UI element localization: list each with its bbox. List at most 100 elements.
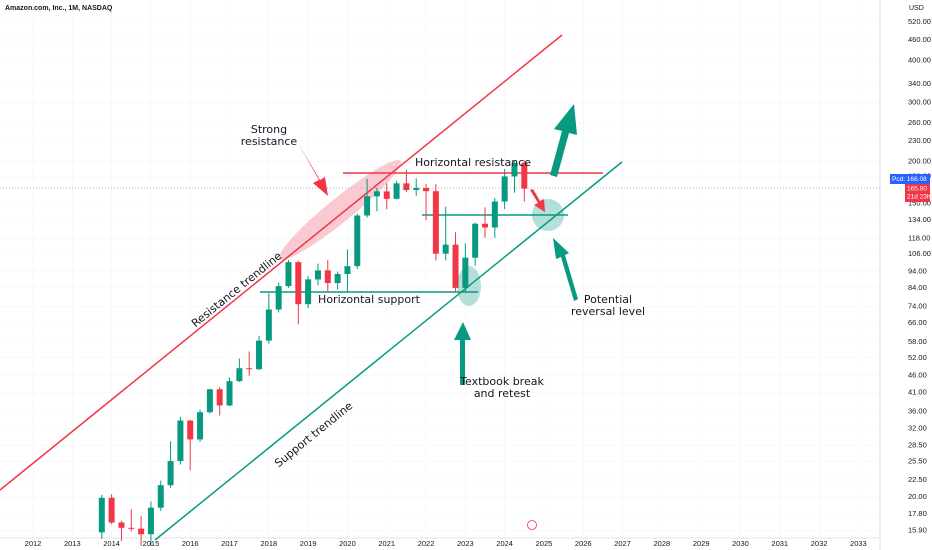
x-tick-label: 2015 — [143, 539, 160, 548]
y-tick-label: 118.00 — [908, 233, 930, 242]
x-tick-label: 2018 — [260, 539, 277, 548]
candle-body — [157, 485, 164, 508]
candle-body — [511, 162, 518, 177]
candle-body — [256, 340, 263, 370]
candle-body — [462, 257, 469, 288]
candle-body — [373, 191, 380, 197]
annotation: Horizontal support — [318, 293, 421, 306]
x-tick-label: 2033 — [850, 539, 867, 548]
candle-body — [138, 528, 145, 535]
candle-body — [452, 244, 459, 288]
x-tick-label: 2022 — [418, 539, 435, 548]
arrow — [298, 143, 328, 196]
candle-body — [206, 389, 213, 413]
candle-body — [432, 191, 439, 254]
y-tick-label: 20.00 — [908, 492, 927, 501]
candle-body — [187, 420, 194, 440]
candle-body — [128, 527, 135, 529]
candle-body — [482, 223, 489, 228]
arrow — [553, 238, 578, 301]
x-tick-label: 2017 — [221, 539, 238, 548]
annotation: Potential — [584, 293, 632, 306]
y-tick-label: 94.00 — [908, 266, 927, 275]
candle-body — [98, 497, 105, 533]
price-badge — [905, 184, 930, 202]
candle-body — [393, 183, 400, 199]
candle-body — [167, 461, 174, 486]
support-trendline — [154, 161, 623, 541]
candle-body — [226, 381, 233, 406]
candle-body — [236, 368, 243, 382]
y-tick-label: 25.50 — [908, 457, 927, 466]
x-tick-label: 2028 — [654, 539, 671, 548]
candle-body — [334, 273, 341, 284]
y-tick-label: 58.00 — [908, 337, 927, 346]
y-tick-label: 340.00 — [908, 79, 931, 88]
y-tick-label: 17.80 — [908, 509, 927, 518]
candle-body — [383, 191, 390, 199]
y-tick-label: 200.00 — [908, 156, 931, 165]
x-tick-label: 2032 — [811, 539, 828, 548]
x-tick-label: 2012 — [25, 539, 42, 548]
y-tick-label: 52.00 — [908, 353, 927, 362]
x-tick-label: 2024 — [496, 539, 513, 548]
event-icon[interactable] — [527, 520, 537, 530]
y-tick-label: 460.00 — [908, 35, 931, 44]
x-tick-label: 2014 — [103, 539, 120, 548]
y-tick-label: 520.00 — [908, 17, 931, 26]
candle-body — [108, 497, 115, 523]
candle-body — [295, 262, 302, 305]
highlight-ellipse — [278, 160, 402, 260]
y-tick-label: 74.00 — [908, 301, 927, 310]
candle-body — [177, 420, 184, 462]
annotation: Textbook break — [459, 375, 544, 388]
x-tick-label: 2013 — [64, 539, 81, 548]
y-tick-label: 400.00 — [908, 55, 931, 64]
x-axis: 2012 2013 2014 2015 2016 2017 2018 2019 2020 2021… — [25, 539, 867, 548]
y-tick-label: 260.00 — [908, 118, 931, 127]
annotation: reversal level — [571, 305, 645, 318]
y-tick-label: 28.50 — [908, 440, 927, 449]
candle-body — [147, 507, 154, 535]
y-tick-label: 32.00 — [908, 424, 927, 433]
candle-body — [324, 270, 331, 284]
candle-body — [403, 183, 410, 191]
highlight-circle — [457, 266, 481, 306]
candle-body — [472, 223, 479, 258]
y-tick-label: 36.00 — [908, 406, 927, 415]
x-tick-label: 2029 — [693, 539, 710, 548]
x-tick-label: 2020 — [339, 539, 356, 548]
price-badge-text: 165.80 — [907, 186, 927, 193]
y-tick-label: 15.90 — [908, 526, 927, 535]
candle-body — [305, 279, 312, 305]
y-tick-label: 41.00 — [908, 387, 927, 396]
candle-body — [491, 201, 498, 228]
y-tick-label: 150.00 — [908, 198, 931, 207]
x-tick-label: 2016 — [182, 539, 199, 548]
arrow — [550, 104, 577, 177]
annotation: Strong — [251, 123, 287, 136]
candle-body — [197, 412, 204, 440]
y-tick-label: 46.00 — [908, 371, 927, 380]
x-tick-label: 2019 — [300, 539, 317, 548]
x-tick-label: 2021 — [378, 539, 395, 548]
x-tick-label: 2027 — [614, 539, 631, 548]
candle-body — [501, 176, 508, 202]
y-tick-label: 22.50 — [908, 475, 927, 484]
candle-body — [246, 368, 253, 370]
x-tick-label: 2023 — [457, 539, 474, 548]
arrow — [454, 322, 471, 385]
price-badge — [890, 174, 930, 184]
x-tick-label: 2026 — [575, 539, 592, 548]
y-tick-label: 300.00 — [908, 97, 931, 106]
currency: USD — [909, 5, 924, 12]
candle-body — [118, 522, 125, 528]
y-tick-label: 84.00 — [908, 283, 927, 292]
candle-body — [314, 270, 321, 280]
y-tick-label: 106.00 — [908, 249, 931, 258]
x-tick-label: 2025 — [536, 539, 553, 548]
candle-body — [216, 389, 223, 406]
candle-body — [442, 244, 449, 254]
arrows — [298, 104, 578, 385]
